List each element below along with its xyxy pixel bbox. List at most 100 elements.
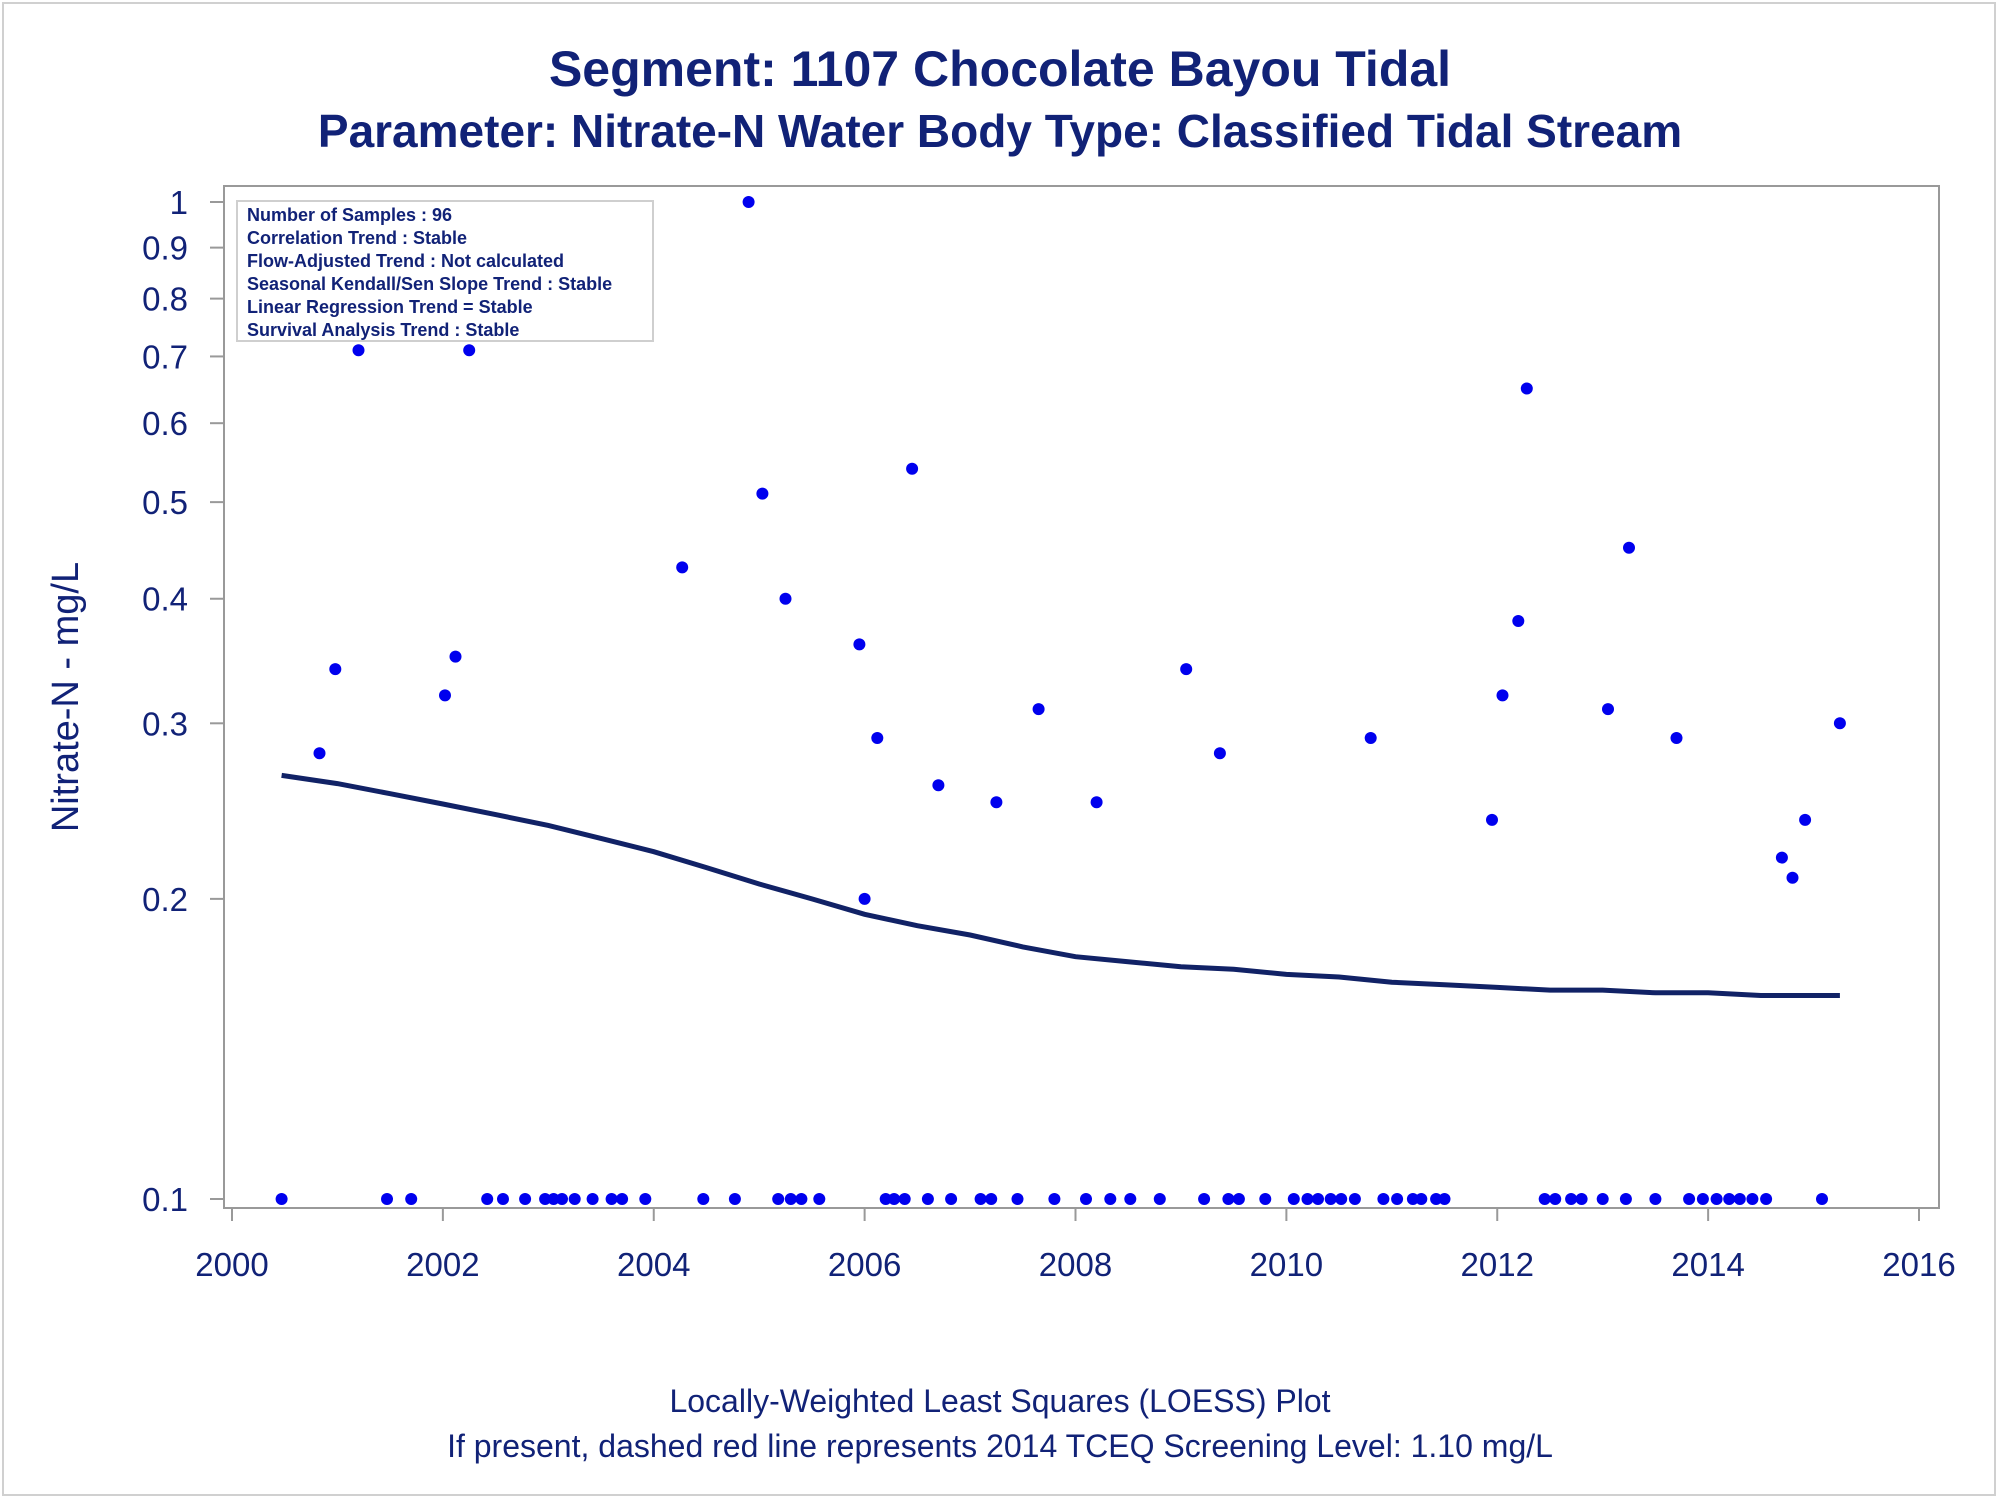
loess-line — [281, 772, 1840, 998]
data-point — [742, 196, 755, 208]
data-point — [352, 344, 365, 357]
data-point — [1596, 1193, 1609, 1205]
data-point — [1775, 851, 1788, 864]
data-point — [381, 1193, 393, 1205]
x-tick-label: 2016 — [1882, 1246, 1955, 1283]
x-tick-label: 2000 — [195, 1246, 268, 1283]
y-tick-label: 0.6 — [142, 405, 188, 442]
data-point — [519, 1193, 532, 1205]
data-point — [1649, 1193, 1662, 1205]
y-tick-label: 0.5 — [142, 484, 188, 521]
y-tick-label: 0.7 — [142, 338, 188, 375]
plot-area — [223, 185, 1940, 1209]
stats-inset-line: Survival Analysis Trend : Stable — [247, 320, 519, 340]
data-point — [329, 663, 342, 676]
data-point — [1549, 1193, 1562, 1205]
x-tick-label: 2008 — [1039, 1246, 1112, 1283]
data-point — [547, 1193, 560, 1205]
data-point — [449, 650, 462, 663]
data-point — [728, 1193, 741, 1205]
chart-title: Segment: 1107 Chocolate Bayou Tidal — [548, 41, 1452, 97]
data-point — [697, 1193, 710, 1205]
data-point — [1364, 732, 1377, 744]
y-tick-label: 1 — [170, 184, 188, 221]
data-point — [1301, 1193, 1314, 1205]
data-point — [1348, 1193, 1361, 1205]
data-point — [888, 1193, 901, 1205]
x-tick-label: 2010 — [1250, 1246, 1323, 1283]
data-point — [1786, 871, 1799, 884]
data-point — [932, 779, 945, 792]
y-tick-label: 0.1 — [142, 1181, 188, 1218]
data-point — [463, 344, 476, 357]
data-point — [772, 1193, 785, 1205]
data-point — [1602, 703, 1614, 716]
data-point — [1565, 1193, 1578, 1205]
data-point — [813, 1193, 826, 1205]
data-point — [313, 747, 326, 760]
x-tick-label: 2012 — [1461, 1246, 1534, 1283]
data-point — [1415, 1193, 1428, 1205]
data-point — [1520, 382, 1533, 395]
data-point — [481, 1193, 494, 1205]
data-point — [1575, 1193, 1588, 1205]
y-tick-label: 0.2 — [142, 881, 188, 918]
data-point — [586, 1193, 599, 1205]
data-point — [1153, 1193, 1166, 1205]
data-point — [1496, 689, 1509, 702]
data-point — [439, 689, 451, 702]
data-point — [990, 796, 1003, 809]
data-point — [497, 1193, 509, 1205]
data-point — [1287, 1193, 1300, 1205]
x-tick-label: 2006 — [828, 1246, 901, 1283]
data-point — [1670, 732, 1683, 744]
data-point — [1623, 541, 1635, 554]
data-point — [1180, 663, 1193, 676]
stats-inset-line: Seasonal Kendall/Sen Slope Trend : Stabl… — [247, 274, 612, 294]
data-point — [906, 462, 919, 475]
data-point — [756, 487, 769, 500]
data-point — [784, 1193, 797, 1205]
data-point — [1124, 1193, 1137, 1205]
data-point — [795, 1193, 808, 1205]
data-point — [639, 1193, 652, 1205]
stats-inset-box — [236, 200, 654, 342]
data-point — [605, 1193, 618, 1205]
data-point — [405, 1193, 418, 1205]
data-point — [556, 1193, 568, 1205]
data-point — [1799, 813, 1812, 826]
data-point — [1733, 1193, 1746, 1205]
data-point — [1538, 1193, 1551, 1205]
data-point — [1048, 1193, 1061, 1205]
footnote-loess: Locally-Weighted Least Squares (LOESS) P… — [669, 1383, 1331, 1419]
data-point — [1324, 1193, 1337, 1205]
data-point — [985, 1193, 998, 1205]
data-point — [858, 892, 871, 905]
data-point — [1710, 1193, 1723, 1205]
data-point — [853, 638, 866, 651]
footnote-screening: If present, dashed red line represents 2… — [447, 1428, 1553, 1464]
data-point — [1090, 796, 1103, 809]
data-point — [1198, 1193, 1211, 1205]
data-point — [1760, 1193, 1773, 1205]
data-point — [1430, 1193, 1443, 1205]
data-point — [1746, 1193, 1759, 1205]
data-point — [1011, 1193, 1024, 1205]
stats-inset: Number of Samples : 96 Correlation Trend … — [236, 200, 654, 342]
data-point — [1486, 813, 1498, 826]
data-point — [539, 1193, 552, 1205]
data-point — [1080, 1193, 1092, 1205]
y-tick-label: 0.8 — [142, 281, 188, 318]
data-point — [1619, 1193, 1632, 1205]
chart-subtitle: Parameter: Nitrate-N Water Body Type: Cl… — [317, 105, 1683, 157]
data-point — [1512, 615, 1525, 627]
data-point — [898, 1193, 911, 1205]
data-point — [1335, 1193, 1348, 1205]
data-point — [921, 1193, 934, 1205]
x-tick-label: 2004 — [617, 1246, 690, 1283]
data-point — [275, 1193, 288, 1205]
data-point — [974, 1193, 987, 1205]
data-point — [1259, 1193, 1272, 1205]
stats-inset-line: Flow-Adjusted Trend : Not calculated — [247, 251, 564, 271]
